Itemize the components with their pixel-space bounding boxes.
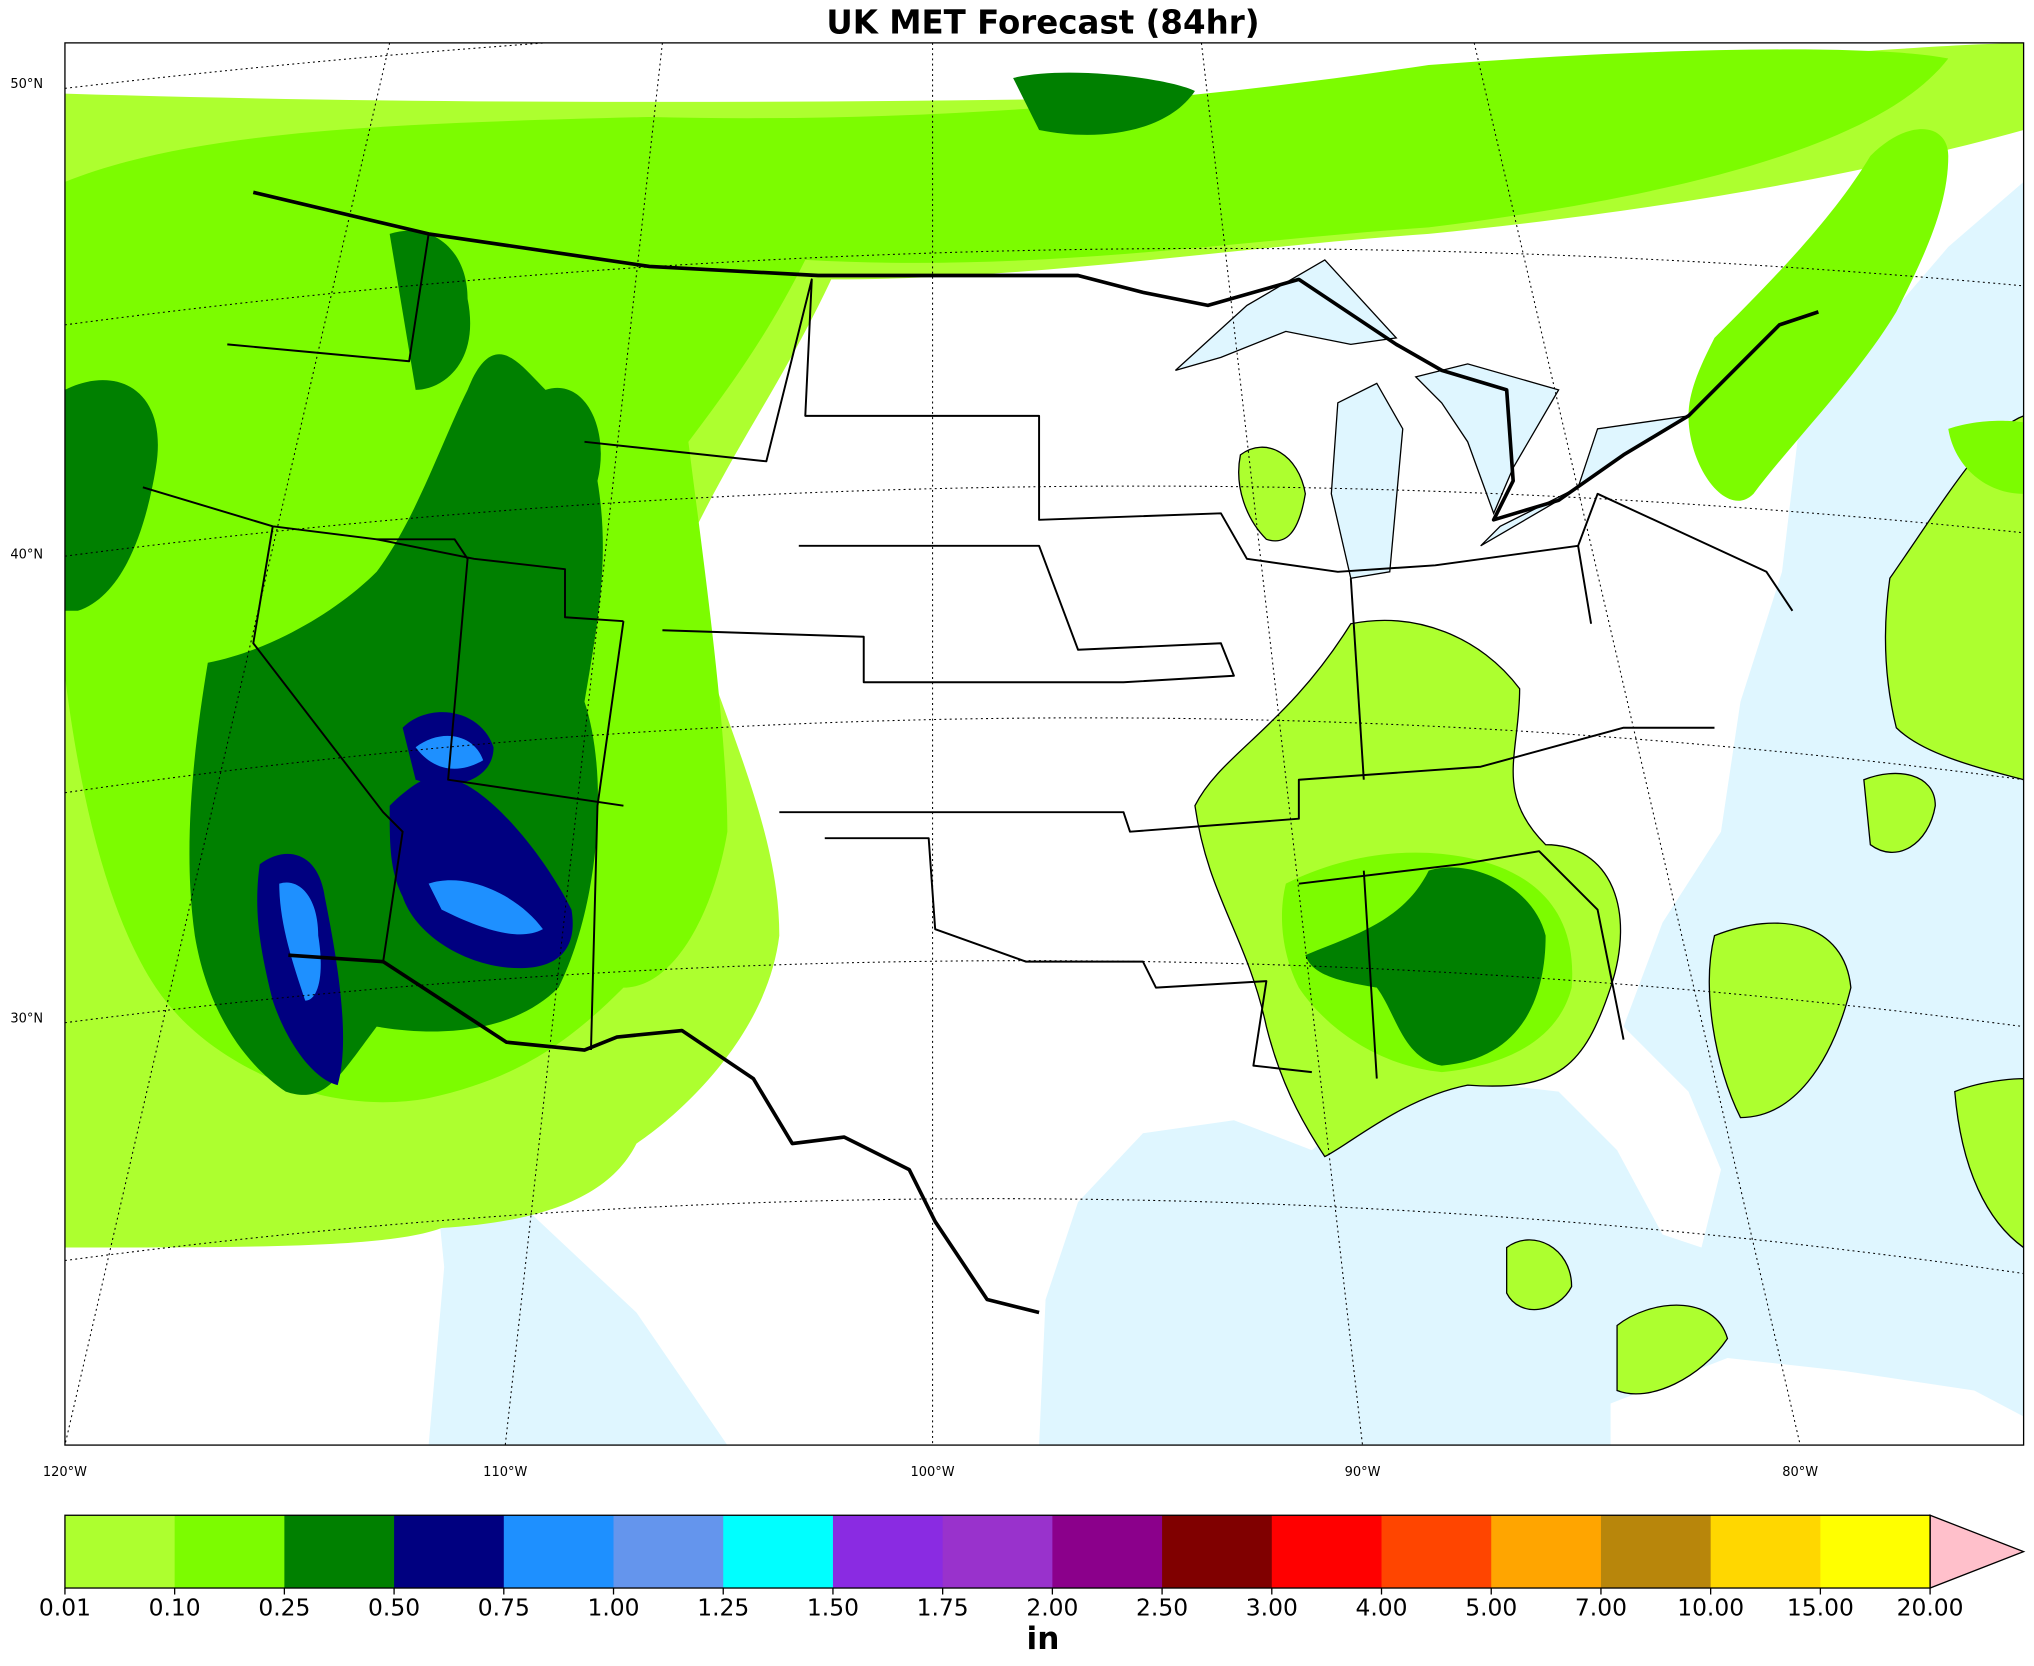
lat-label: 50°N	[10, 77, 43, 92]
colorbar-tick-label: 7.00	[1575, 1593, 1627, 1621]
colorbar-segment	[174, 1515, 286, 1589]
borders	[142, 190, 1819, 1315]
colorbar-tick-label: 0.01	[39, 1593, 91, 1621]
map-frame	[64, 42, 2025, 1446]
colorbar-segment	[1491, 1515, 1602, 1589]
colorbar-segment	[284, 1515, 395, 1589]
colorbar-segment	[942, 1515, 1054, 1589]
map	[64, 42, 2024, 1446]
title: UK MET Forecast (84hr)	[826, 4, 1259, 42]
colorbar-frame	[64, 1514, 1931, 1589]
state-lines	[252, 526, 404, 962]
parallel-45n	[64, 247, 2024, 326]
colorbar-segment	[503, 1515, 615, 1589]
colorbar-segment	[1052, 1515, 1163, 1589]
lake-huron	[1414, 363, 1560, 516]
colorbar-tick-label: 2.50	[1136, 1593, 1188, 1621]
state-lines	[662, 544, 1235, 684]
colorbar-segment	[1381, 1515, 1492, 1589]
colorbar-segment	[1600, 1515, 1712, 1589]
precip-atlantic	[1238, 415, 2024, 1395]
meridian	[504, 42, 663, 1446]
state-lines	[1362, 870, 1378, 1079]
state-lines	[1298, 850, 1625, 1040]
canada-border	[252, 190, 1819, 522]
precip-north-dark	[64, 72, 1195, 611]
state-lines	[142, 486, 624, 623]
colorbar-tick-label: 10.00	[1677, 1593, 1744, 1621]
parallel-50n	[64, 42, 554, 89]
state-lines	[1577, 492, 1794, 612]
colorbar-segment	[64, 1515, 176, 1589]
state-lines	[584, 278, 1593, 624]
lon-label: 120°W	[43, 1465, 87, 1480]
colorbar-tick-label: 0.10	[149, 1593, 201, 1621]
meridian	[1200, 42, 1364, 1446]
graticule	[64, 42, 2024, 1446]
colorbar-tick-label: 1.00	[587, 1593, 639, 1621]
colorbar-tick-label: 1.25	[697, 1593, 749, 1621]
colorbar-tick-label: 1.75	[917, 1593, 969, 1621]
colorbar-tick-label: 20.00	[1897, 1593, 1964, 1621]
colorbar-segment	[394, 1515, 505, 1589]
colorbar-tick-label: 15.00	[1787, 1593, 1854, 1621]
colorbar-segment	[1820, 1515, 1931, 1589]
parallel-30n	[64, 960, 2024, 1028]
precip-blue	[279, 735, 543, 1001]
lake-michigan	[1330, 382, 1404, 580]
state-lines	[824, 837, 1312, 1074]
lon-label: 110°W	[483, 1465, 527, 1480]
colorbar-extend	[1929, 1514, 2026, 1589]
colorbar-tick-label: 2.00	[1026, 1593, 1078, 1621]
state-lines	[779, 726, 1715, 833]
colorbar-tick-label: 0.25	[258, 1593, 310, 1621]
precipitation	[64, 42, 2024, 1395]
colorbar-segment	[1271, 1515, 1383, 1589]
cuba	[1610, 1358, 2024, 1446]
precip-southeast-dark	[1305, 867, 1546, 1066]
parallel-25n	[64, 1198, 2024, 1275]
state-lines	[227, 233, 430, 363]
colorbar-segment	[1162, 1515, 1273, 1589]
precip-northeast	[1688, 129, 2024, 501]
colorbar-segment	[613, 1515, 724, 1589]
colorbar-tick-label: 1.50	[807, 1593, 859, 1621]
meridian	[64, 42, 391, 1446]
state-lines	[1349, 578, 1365, 780]
graticule-labels: 50°N 40°N 30°N 120°W 110°W 100°W 90°W 80°W	[10, 77, 1818, 1480]
meridian	[1473, 42, 1801, 1446]
parallel-40n	[64, 485, 2024, 557]
colorbar-tick-label: 0.75	[478, 1593, 530, 1621]
state-lines	[590, 621, 625, 1051]
state-lines	[376, 538, 624, 807]
colorbar-segment	[723, 1515, 834, 1589]
colorbar-segment	[832, 1515, 944, 1589]
colorbar-tick-label: 0.50	[368, 1593, 420, 1621]
lon-label: 100°W	[911, 1465, 955, 1480]
mexico-border	[288, 953, 1040, 1315]
lake-superior	[1175, 259, 1398, 371]
colorbar-unit: in	[1027, 1621, 1060, 1657]
lon-label: 80°W	[1782, 1465, 1818, 1480]
colorbar: 0.01 0.10 0.25 0.50 0.75 1.00 1.25 1.50 1.75 2.00…	[39, 1514, 2026, 1621]
lat-label: 40°N	[10, 547, 43, 562]
colorbar-tick-label: 5.00	[1465, 1593, 1517, 1621]
lat-label: 30°N	[10, 1011, 43, 1026]
colorbar-segment	[1710, 1515, 1822, 1589]
colorbar-tick-label: 3.00	[1246, 1593, 1298, 1621]
lon-label: 90°W	[1345, 1465, 1381, 1480]
parallel-35n	[64, 717, 2024, 794]
colorbar-tick-label: 4.00	[1356, 1593, 1408, 1621]
